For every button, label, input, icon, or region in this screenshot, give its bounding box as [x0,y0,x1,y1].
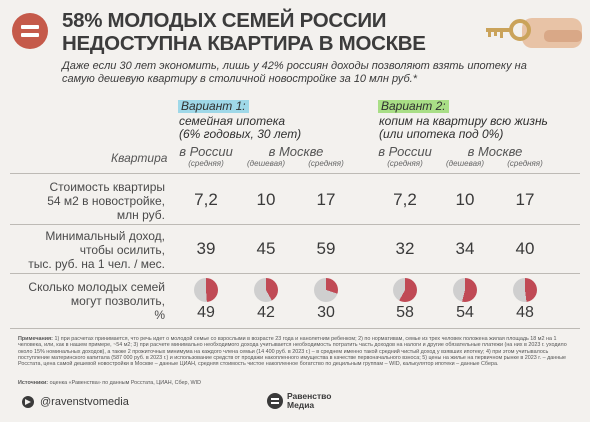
variant-2-line-2: (или ипотека под 0%) [379,127,504,141]
table-cell: 39 [196,239,216,258]
variant-2-line-1: копим на квартиру всю жизнь [379,114,548,128]
table-cell: 34 [455,239,475,258]
variant-1-tag: Вариант 1: [178,100,249,113]
keys-in-hand-icon [486,18,582,48]
divider [10,173,580,174]
variant-2-header: Вариант 2: копим на квартиру всю жизнь (… [378,97,548,141]
column-header-main: в России [378,144,432,159]
column-header: в России (средняя) [176,145,236,169]
row-label-line: 54 м2 в новостройке, [47,194,165,208]
column-group-header: в Москве [435,145,555,159]
row-label-share: Сколько молодых семей могут позволить, % [28,280,165,322]
table-cell: 17 [316,190,336,209]
column-header-sub: (средняя) [308,159,344,168]
column-header-main: в Москве [467,144,523,159]
pie-chart [393,278,417,302]
table-cell: 7,2 [194,190,218,209]
divider [10,328,580,329]
row-label-line: Стоимость квартиры [49,180,165,194]
table-cell: 42 [257,304,275,321]
telegram-icon [22,396,34,408]
title-line-2: НЕДОСТУПНА КВАРТИРА В МОСКВЕ [62,32,426,55]
table-cell: 58 [396,304,414,321]
sources-label: Источники: [18,380,49,386]
variant-1-line-2: (6% годовых, 30 лет) [179,127,302,141]
pie-chart [314,278,338,302]
row-label-line: чтобы осилить, [79,243,165,257]
row-label-line: млн руб. [116,208,165,222]
telegram-link[interactable]: @ravenstvomedia [22,396,129,408]
equals-logo-icon [267,393,283,409]
table-cell: 30 [317,304,335,321]
row-label-income: Минимальный доход, чтобы осилить, тыс. р… [28,229,165,271]
divider [10,273,580,274]
column-group-header: в Москве [236,145,356,159]
table-cell: 7,2 [393,190,417,209]
table-cell: 54 [456,304,474,321]
subtitle: Даже если 30 лет экономить, лишь у 42% р… [62,60,527,85]
table-cell: 40 [515,239,535,258]
column-header-sub-only: (средняя) [495,159,555,169]
pie-chart [513,278,537,302]
pie-chart [453,278,477,302]
page-title: 58% МОЛОДЫХ СЕМЕЙ РОССИИ НЕДОСТУПНА КВАР… [62,9,426,55]
footnotes-label: Примечания: [18,336,53,342]
column-header-sub-only: (дешевая) [236,159,296,169]
column-header-sub: (средняя) [507,159,543,168]
table-cell: 10 [455,190,475,209]
pie-chart [254,278,278,302]
brand-logo: Равенство Медиа [267,392,331,410]
footnotes-text: 1) при расчетах принимается, что речь ид… [18,336,567,368]
kvartira-label: Квартира [111,151,168,165]
column-header-main: в России [179,144,233,159]
row-label-line: тыс. руб. на 1 чел. / мес. [28,257,165,271]
pie-chart [194,278,218,302]
divider [10,224,580,225]
sources-text: оценка «Равенства» по данным Росстата, Ц… [49,380,201,386]
column-header-sub-only: (дешевая) [435,159,495,169]
brand-line-1: Равенство [287,391,332,401]
column-header-sub: (средняя) [188,159,224,168]
table-cell: 17 [515,190,535,209]
column-header-sub: (средняя) [387,159,423,168]
row-label-line: могут позволить, [70,294,165,308]
column-header: в России (средняя) [375,145,435,169]
variant-1-line-1: семейная ипотека [179,114,286,128]
row-label-line: Сколько молодых семей [28,280,165,294]
column-header-main: в Москве [268,144,324,159]
row-label-line: % [154,308,165,322]
brand-line-2: Медиа [287,400,315,410]
variant-2-tag: Вариант 2: [378,100,449,113]
sources: Источники: оценка «Равенства» по данным … [18,380,201,386]
table-cell: 32 [395,239,415,258]
telegram-handle: @ravenstvomedia [40,396,129,408]
footnotes: Примечания: 1) при расчетах принимается,… [18,336,576,367]
column-header-sub: (дешевая) [445,159,484,168]
table-cell: 59 [316,239,336,258]
column-header-sub: (дешевая) [246,159,285,168]
column-header-sub-only: (средняя) [296,159,356,169]
table-cell: 45 [256,239,276,258]
table-cell: 49 [197,304,215,321]
brand-name: Равенство Медиа [287,392,331,410]
row-label-price: Стоимость квартиры 54 м2 в новостройке, … [47,180,165,222]
row-label-line: Минимальный доход, [45,229,165,243]
variant-1-header: Вариант 1: семейная ипотека (6% годовых,… [178,97,301,141]
table-cell: 10 [256,190,276,209]
table-cell: 48 [516,304,534,321]
title-line-1: 58% МОЛОДЫХ СЕМЕЙ РОССИИ [62,9,387,32]
equals-logo-icon [12,13,48,49]
